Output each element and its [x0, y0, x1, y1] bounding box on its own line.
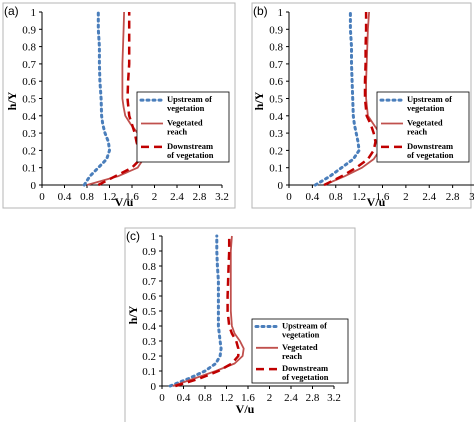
x-tick-label: 0.4	[306, 191, 320, 203]
x-tick-label: 2	[403, 191, 409, 203]
x-tick-label: 2.8	[306, 392, 320, 404]
x-tick-label: 2.4	[284, 392, 298, 404]
legend-label: Upstream of vegetation	[282, 320, 327, 339]
y-tick-label: 0.8	[22, 42, 36, 54]
x-axis-label: V/u	[367, 195, 386, 209]
x-tick-label: 1.6	[241, 392, 255, 404]
x-tick-label: 0.8	[80, 191, 94, 203]
y-tick-label: 0.7	[142, 276, 156, 288]
legend-label: Vegetated reach	[282, 342, 318, 361]
x-tick-label: 0.8	[329, 191, 343, 203]
y-tick-label: 0.7	[22, 59, 36, 71]
x-tick-label: 2	[152, 191, 158, 203]
y-tick-label: 0.9	[269, 24, 283, 36]
chart-panel-1: (a) 0 0.1 0.2 0.3 0.4 0.5 0.6 0.7 0.8 0.9 1 0 0.4 0.8 1…	[2, 2, 236, 209]
legend-label: Downstream of vegetation	[407, 141, 454, 160]
y-tick-label: 0.4	[142, 321, 156, 333]
series-line-3	[97, 12, 142, 187]
y-tick-label: 0	[31, 180, 37, 192]
chart-panel-2: (b) 0 0.1 0.2 0.3 0.4 0.5 0.6 0.7 0.8 0.9 1 0 0.4 0.8 1…	[251, 2, 474, 209]
y-tick-label: 0.3	[22, 128, 36, 140]
x-tick-label: 1.6	[376, 191, 390, 203]
x-tick-label: 0.8	[198, 392, 212, 404]
y-tick-label: 0.5	[22, 94, 36, 106]
x-axis-label: V/u	[236, 402, 255, 416]
x-tick-label: 3.2	[327, 392, 341, 404]
legend: Upstream of vegetation Vegetated reach Downs…	[376, 91, 470, 163]
x-tick-label: 1.2	[352, 191, 366, 203]
series-line-2	[172, 235, 245, 387]
legend-label: Downstream of vegetation	[167, 141, 214, 160]
y-tick-label: 0	[278, 180, 284, 192]
y-axis-label: h/Y	[252, 91, 266, 110]
y-tick-label: 0.2	[269, 145, 283, 157]
y-tick-label: 0.6	[142, 291, 156, 303]
legend-label: Downstream of vegetation	[282, 363, 329, 382]
x-tick-label: 0	[286, 191, 292, 203]
x-tick-label: 2.8	[193, 191, 207, 203]
x-tick-label: 2.4	[422, 191, 436, 203]
y-tick-label: 1	[151, 231, 157, 243]
y-tick-label: 0.9	[22, 24, 36, 36]
x-tick-label: 0.4	[58, 191, 72, 203]
x-tick-label: 1.2	[220, 392, 234, 404]
y-tick-label: 0.2	[22, 145, 36, 157]
y-tick-label: 0.3	[142, 336, 156, 348]
y-tick-label: 0.4	[22, 111, 36, 123]
y-tick-label: 0.6	[22, 76, 36, 88]
series-line-2	[86, 11, 146, 186]
y-tick-label: 0.5	[269, 94, 283, 106]
y-tick-label: 0.8	[269, 42, 283, 54]
panel-label: (a)	[4, 4, 19, 18]
legend-label: Vegetated reach	[167, 118, 203, 137]
x-tick-label: 2.8	[446, 191, 460, 203]
y-tick-label: 0.4	[269, 111, 283, 123]
y-tick-label: 0.3	[269, 128, 283, 140]
y-tick-label: 0.5	[142, 306, 156, 318]
y-tick-label: 0	[151, 381, 157, 393]
x-tick-label: 0	[39, 191, 45, 203]
legend-label: Upstream of vegetation	[407, 94, 452, 113]
legend-label: Vegetated reach	[407, 118, 443, 137]
legend-label: Upstream of vegetation	[167, 94, 212, 113]
legend-box	[136, 91, 230, 163]
y-tick-label: 0.1	[269, 163, 283, 175]
panel-label: (c)	[126, 229, 140, 243]
x-tick-label: 0.4	[177, 392, 191, 404]
series-line-3	[175, 236, 240, 388]
y-tick-label: 0.2	[142, 351, 156, 363]
x-tick-label: 3.2	[469, 191, 474, 203]
y-tick-label: 0.8	[142, 261, 156, 273]
series-line-1	[82, 10, 111, 187]
x-tick-label: 2.4	[170, 191, 184, 203]
series-line-1	[313, 10, 361, 187]
y-tick-label: 0.6	[269, 76, 283, 88]
y-tick-label: 0.1	[142, 366, 156, 378]
y-axis-label: h/Y	[5, 91, 19, 110]
y-tick-label: 0.1	[22, 163, 36, 175]
x-tick-label: 0	[159, 392, 165, 404]
legend: Upstream of vegetation Vegetated reach Downs…	[251, 318, 349, 384]
panel-label: (b)	[253, 4, 268, 18]
y-tick-label: 0.7	[269, 59, 283, 71]
x-tick-label: 1.2	[103, 191, 117, 203]
series-line-3	[323, 12, 377, 187]
series-line-2	[323, 11, 383, 186]
chart-panel-3: (c) 0 0.1 0.2 0.3 0.4 0.5 0.6 0.7 0.8 0.9 1 0 0.4 0.8 1…	[124, 227, 356, 422]
legend: Upstream of vegetation Vegetated reach Downs…	[136, 91, 230, 163]
y-tick-label: 1	[31, 7, 37, 19]
y-axis-label: h/Y	[126, 305, 140, 324]
legend-box	[251, 318, 349, 384]
x-axis-label: V/u	[115, 195, 134, 209]
x-tick-label: 1.6	[125, 191, 139, 203]
y-tick-label: 0.9	[142, 246, 156, 258]
legend-box	[376, 91, 470, 163]
y-tick-label: 1	[278, 7, 284, 19]
x-tick-label: 3.2	[215, 191, 229, 203]
x-tick-label: 2	[267, 392, 273, 404]
